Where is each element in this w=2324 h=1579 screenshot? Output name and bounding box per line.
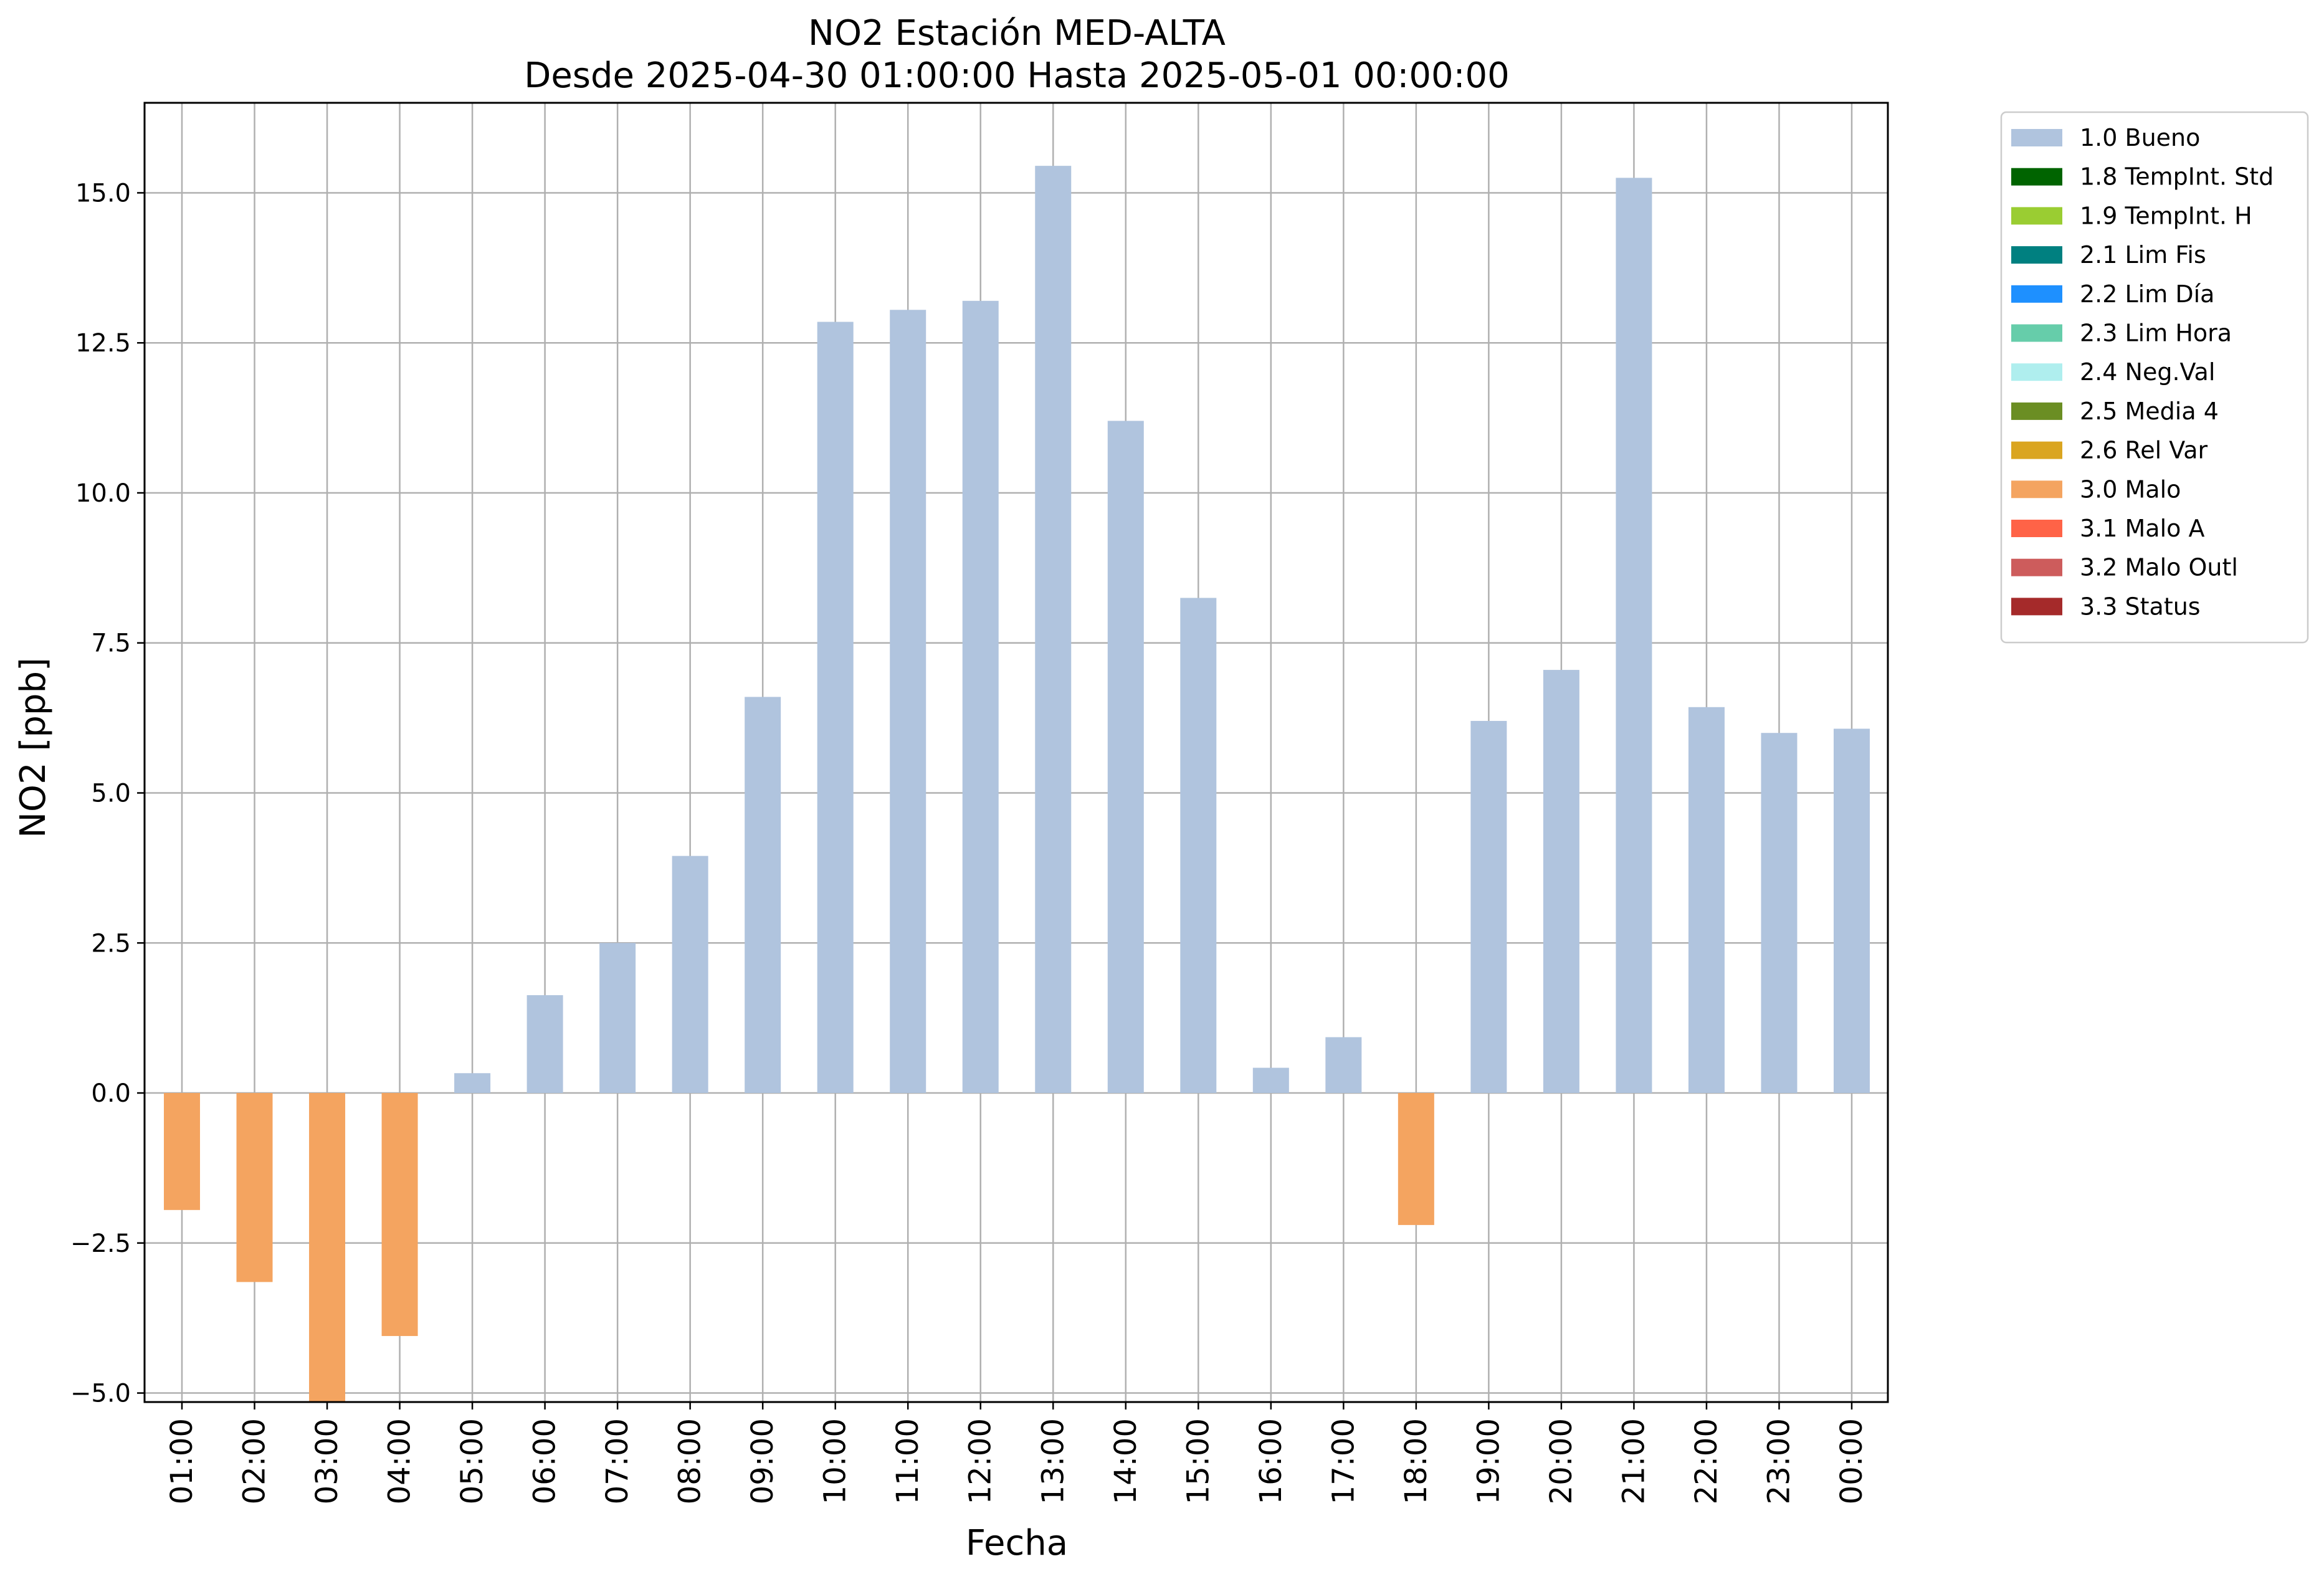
bars	[164, 166, 1870, 1402]
x-tick-label-17: 18:00	[1399, 1418, 1434, 1504]
y-tick-label-3: 2.5	[91, 929, 131, 958]
legend-label-8: 2.6 Rel Var	[2080, 437, 2208, 464]
x-tick-label-14: 15:00	[1181, 1418, 1216, 1504]
legend-label-9: 3.0 Malo	[2080, 475, 2181, 503]
x-tick-label-15: 16:00	[1254, 1418, 1288, 1504]
bar-0000	[1834, 728, 1870, 1094]
bar-1000	[817, 322, 854, 1094]
legend-label-7: 2.5 Media 4	[2080, 398, 2219, 425]
bar-2000	[1543, 670, 1579, 1094]
legend-label-0: 1.0 Bueno	[2080, 124, 2200, 151]
legend: 1.0 Bueno 1.8 TempInt. Std 1.9 TempInt. H 2…	[2000, 111, 2309, 644]
legend-label-11: 3.2 Malo Outl	[2080, 554, 2238, 581]
legend-swatch-9	[2011, 480, 2062, 499]
y-tick-label-6: 10.0	[75, 479, 131, 508]
bar-1100	[890, 310, 926, 1094]
bar-1900	[1470, 720, 1507, 1094]
bar-1200	[962, 300, 999, 1094]
bar-0200	[236, 1093, 273, 1282]
bar-1300	[1035, 166, 1072, 1094]
x-tick-label-16: 17:00	[1326, 1418, 1361, 1504]
legend-swatch-7	[2011, 402, 2062, 420]
legend-label-6: 2.4 Neg.Val	[2080, 358, 2215, 386]
legend-label-1: 1.8 TempInt. Std	[2080, 163, 2274, 191]
x-tick-label-2: 03:00	[310, 1418, 345, 1504]
x-axis-label: Fecha	[966, 1523, 1068, 1563]
x-tick-label-11: 12:00	[963, 1418, 998, 1504]
x-tick-label-7: 08:00	[673, 1418, 708, 1504]
x-tick-label-8: 09:00	[745, 1418, 780, 1504]
y-tick-label-1: −2.5	[70, 1229, 131, 1258]
x-tick-label-4: 05:00	[455, 1418, 490, 1504]
x-tick-label-20: 21:00	[1616, 1418, 1651, 1504]
y-tick-label-0: −5.0	[70, 1380, 131, 1408]
legend-label-5: 2.3 Lim Hora	[2080, 320, 2232, 347]
x-tick-label-9: 10:00	[818, 1418, 853, 1504]
legend-label-3: 2.1 Lim Fis	[2080, 241, 2206, 269]
bar-1800	[1398, 1093, 1434, 1225]
x-tick-label-13: 14:00	[1108, 1418, 1143, 1504]
x-tick-label-10: 11:00	[890, 1418, 925, 1504]
legend-swatch-6	[2011, 363, 2062, 381]
axes	[143, 102, 1889, 1403]
bar-1600	[1252, 1067, 1289, 1094]
bar-0800	[672, 856, 708, 1094]
bar-2200	[1688, 707, 1725, 1094]
x-tick-labels: 01:00 02:00 03:00 04:00 05:00 06:00 07:00 08:00…	[164, 1402, 1869, 1504]
x-tick-label-19: 20:00	[1544, 1418, 1579, 1504]
bar-1500	[1180, 598, 1217, 1094]
bar-2100	[1616, 178, 1652, 1094]
legend-swatch-4	[2011, 285, 2062, 303]
x-tick-label-18: 19:00	[1471, 1418, 1506, 1504]
chart-title-line-1: NO2 Estación MED-ALTA	[808, 13, 1226, 54]
legend-swatch-1	[2011, 168, 2062, 186]
y-tick-labels: −5.0 −2.5 0.0 2.5 5.0 7.5 10.0 12.5 15.0	[70, 179, 145, 1408]
x-tick-label-5: 06:00	[528, 1418, 563, 1504]
chart-title-line-2: Desde 2025-04-30 01:00:00 Hasta 2025-05-…	[524, 55, 1510, 96]
bar-1400	[1107, 421, 1144, 1094]
legend-swatch-5	[2011, 324, 2062, 342]
legend-swatch-11	[2011, 558, 2062, 576]
x-tick-label-1: 02:00	[237, 1418, 272, 1504]
y-tick-label-8: 15.0	[75, 179, 131, 208]
legend-label-2: 1.9 TempInt. H	[2080, 202, 2252, 229]
bar-0400	[381, 1093, 418, 1337]
legend-box	[2000, 111, 2309, 644]
legend-label-4: 2.2 Lim Día	[2080, 280, 2214, 308]
bar-0500	[454, 1073, 491, 1094]
x-tick-label-0: 01:00	[164, 1418, 199, 1504]
bar-2300	[1761, 733, 1798, 1094]
y-tick-label-4: 5.0	[91, 780, 131, 808]
legend-swatch-12	[2011, 598, 2062, 616]
bar-1700	[1325, 1037, 1362, 1094]
x-tick-label-22: 23:00	[1761, 1418, 1796, 1504]
x-tick-label-12: 13:00	[1036, 1418, 1070, 1504]
legend-swatch-10	[2011, 520, 2062, 537]
legend-swatch-2	[2011, 207, 2062, 225]
legend-swatch-0	[2011, 129, 2062, 146]
bar-0100	[164, 1093, 200, 1210]
legend-label-12: 3.3 Status	[2080, 593, 2201, 620]
x-tick-label-6: 07:00	[600, 1418, 635, 1504]
y-axis-label: NO2 [ppb]	[13, 657, 54, 838]
y-tick-label-2: 0.0	[91, 1079, 131, 1108]
bar-0300	[309, 1093, 346, 1402]
y-tick-label-5: 7.5	[91, 629, 131, 658]
y-tick-label-7: 12.5	[75, 329, 131, 358]
legend-swatch-3	[2011, 246, 2062, 264]
x-tick-label-23: 00:00	[1834, 1418, 1869, 1504]
x-tick-label-21: 22:00	[1689, 1418, 1724, 1504]
bar-0600	[526, 995, 563, 1094]
legend-label-10: 3.1 Malo A	[2080, 515, 2204, 542]
bar-0700	[599, 943, 636, 1094]
plot-frame	[143, 102, 1889, 1403]
legend-swatch-8	[2011, 441, 2062, 459]
bar-0900	[745, 697, 781, 1094]
x-tick-label-3: 04:00	[383, 1418, 417, 1504]
